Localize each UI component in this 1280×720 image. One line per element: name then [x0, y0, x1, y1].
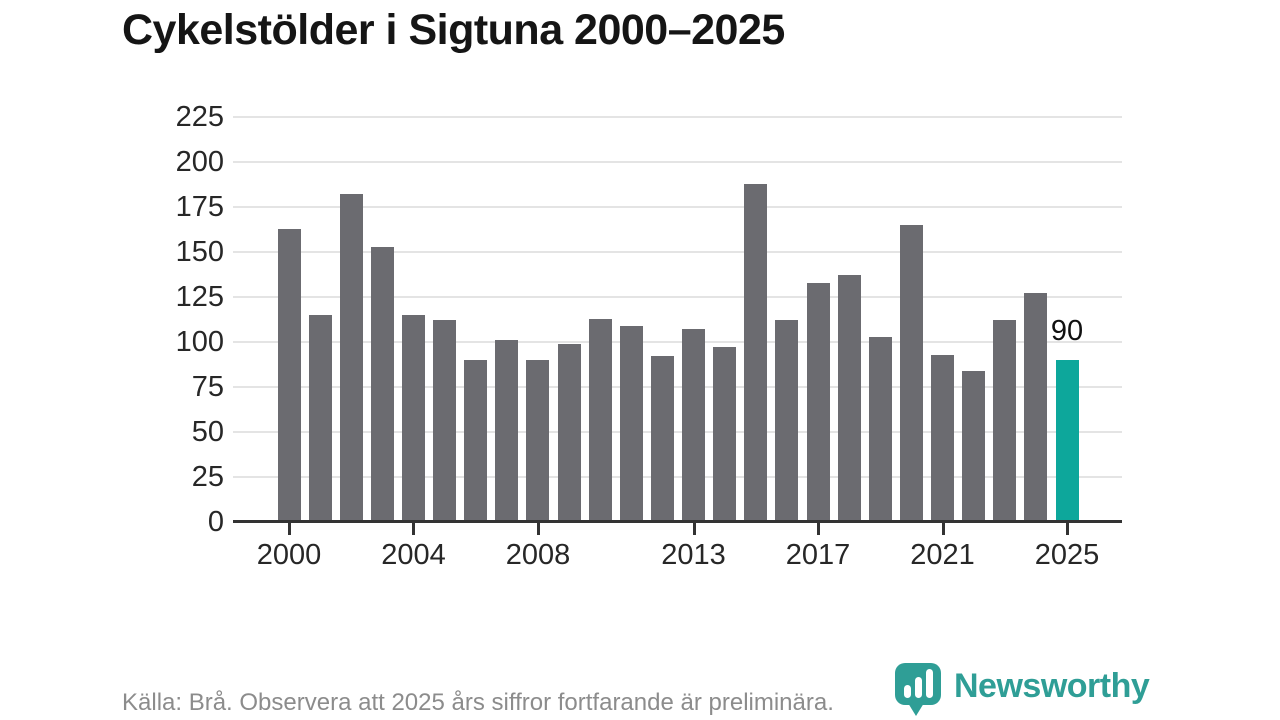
x-tick-label: 2025	[1034, 539, 1100, 571]
bar-2010	[588, 318, 612, 522]
bar-2001	[308, 315, 332, 522]
bar-2002	[339, 194, 363, 522]
gridline	[233, 251, 1122, 253]
bar-2011	[619, 325, 643, 522]
logo-chart-bar-icon	[915, 677, 922, 698]
bar-chart: 0 25 50 75 100 125 150 175 200 225 90 2000 2004 2008…	[130, 102, 1122, 587]
x-axis-tick	[817, 522, 821, 535]
x-axis-tick	[941, 522, 945, 535]
bar-2016	[775, 320, 799, 522]
bar-2021	[931, 354, 955, 522]
bar-2007	[495, 340, 519, 522]
bar-2000	[277, 228, 301, 522]
bar-2014	[713, 347, 737, 522]
x-axis-tick	[412, 522, 416, 535]
x-axis-line	[233, 520, 1122, 523]
source-note: Källa: Brå. Observera att 2025 års siffr…	[122, 689, 834, 716]
y-tick-label: 200	[175, 146, 224, 178]
bar-2008	[526, 360, 550, 522]
newsworthy-logo-icon	[895, 663, 941, 716]
bar-2024	[1024, 293, 1048, 522]
newsworthy-wordmark: Newsworthy	[954, 667, 1150, 705]
bar-2005	[433, 320, 457, 522]
y-tick-label: 100	[175, 326, 224, 358]
y-tick-label: 25	[191, 461, 224, 493]
x-tick-label: 2013	[661, 539, 726, 571]
x-tick-label: 2008	[505, 539, 571, 571]
bar-2019	[868, 336, 892, 522]
bar-2015	[744, 183, 768, 522]
newsworthy-logo: Newsworthy	[895, 663, 1150, 716]
bar-2018	[837, 275, 861, 522]
gridline	[233, 476, 1122, 478]
gridline	[233, 161, 1122, 163]
gridline	[233, 386, 1122, 388]
bar-2003	[370, 246, 394, 522]
x-axis-tick	[288, 522, 291, 535]
y-tick-label: 75	[191, 371, 224, 403]
y-tick-label: 50	[191, 416, 224, 448]
plot-area: 90 2000 2004 2008 2013 2017 2021 2025	[233, 116, 1122, 571]
bar-2004	[401, 315, 425, 522]
logo-chart-bar-icon	[904, 685, 911, 698]
chart-title: Cykelstölder i Sigtuna 2000–2025	[122, 6, 785, 54]
bar-2022	[962, 370, 986, 522]
logo-chart-bar-icon	[926, 669, 933, 698]
bar-2009	[557, 343, 581, 522]
bar-2023	[993, 320, 1017, 522]
bar-2017	[806, 282, 830, 522]
x-tick-label: 2017	[785, 539, 851, 571]
bar-2012	[650, 356, 674, 522]
x-tick-label: 2021	[910, 539, 975, 571]
bar-2006	[464, 360, 488, 522]
x-tick-label: 2004	[381, 539, 446, 571]
highlight-value-label: 90	[1050, 315, 1084, 347]
bar-2025	[1055, 360, 1079, 522]
x-tick-label: 2000	[256, 539, 322, 571]
gridline	[233, 206, 1122, 208]
y-axis: 0 25 50 75 100 125 150 175 200 225	[130, 102, 224, 537]
logo-pin-tail-icon	[908, 703, 924, 716]
x-axis-tick	[536, 522, 540, 535]
y-tick-label: 175	[175, 191, 224, 223]
gridline	[233, 431, 1122, 433]
y-tick-label: 225	[175, 101, 224, 133]
x-axis-tick	[1066, 522, 1069, 535]
gridline	[233, 341, 1122, 343]
bar-2020	[899, 225, 923, 522]
gridline	[233, 296, 1122, 298]
y-tick-label: 125	[175, 281, 224, 313]
y-tick-label: 0	[207, 506, 224, 538]
x-axis-tick	[692, 522, 696, 535]
gridline	[233, 116, 1122, 118]
bar-2013	[682, 329, 706, 522]
y-tick-label: 150	[175, 236, 224, 268]
